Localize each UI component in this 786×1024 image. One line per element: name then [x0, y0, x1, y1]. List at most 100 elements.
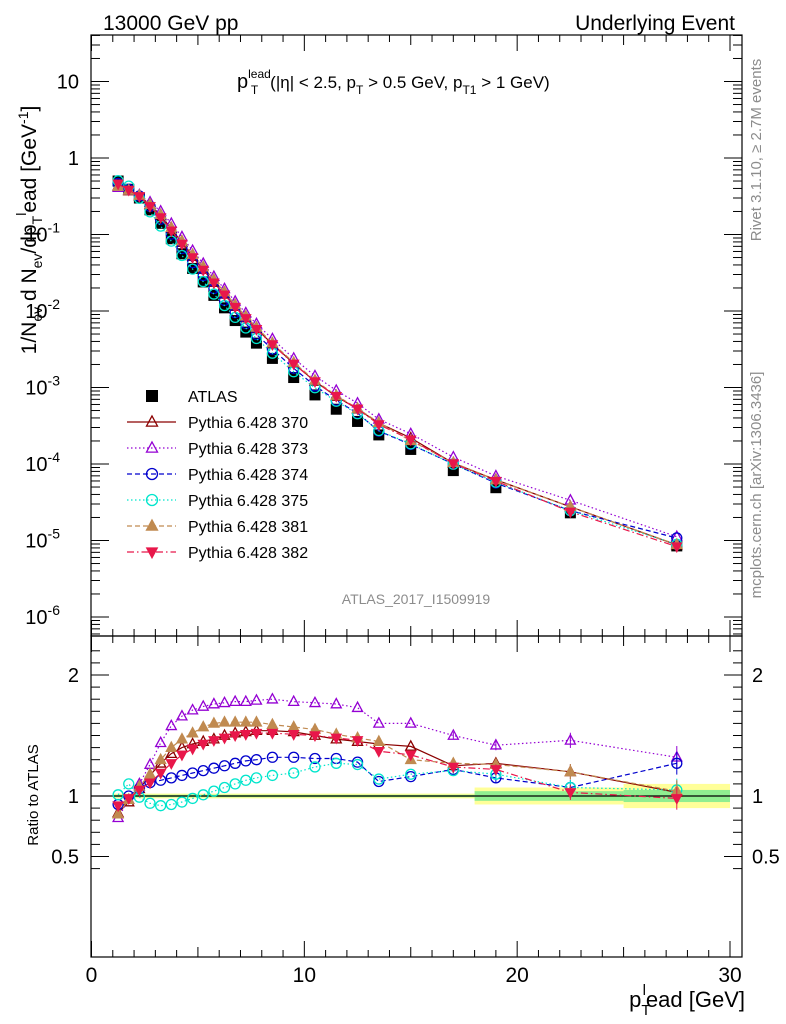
- ratio-point-6-11: [229, 731, 242, 743]
- ratio-point-2-10: [218, 695, 231, 708]
- x-axis-label: pTlead [GeV]: [629, 982, 745, 1019]
- ratio-point-6-21: [447, 762, 460, 774]
- point-6-20: [404, 435, 417, 447]
- main-title: plead T (|η| < 2.5, pT > 0.5 GeV, pT1 > 1 …: [237, 67, 550, 97]
- point-0-17: [330, 403, 342, 415]
- ratio-point-4-1: [123, 778, 135, 790]
- legend-entry-2: Pythia 6.428 373: [127, 440, 308, 458]
- ratio-point-2-13: [250, 693, 263, 705]
- point-0-15: [288, 372, 300, 384]
- ratio-point-2-4: [154, 735, 167, 748]
- header-left: 13000 GeV pp: [103, 12, 238, 35]
- ratio-point-6-9: [208, 736, 220, 747]
- ratio-point-4-6: [176, 796, 188, 808]
- ratio-point-2-14: [266, 692, 279, 704]
- point-6-21: [447, 459, 460, 470]
- point-6-0: [112, 179, 124, 191]
- point-0-16: [309, 389, 321, 401]
- ratio-point-6-19: [372, 746, 385, 758]
- point-6-16: [309, 377, 321, 388]
- point-6-13: [250, 324, 263, 336]
- legend-label-6: Pythia 6.428 382: [188, 545, 308, 562]
- ratio-point-6-2: [133, 785, 146, 797]
- point-6-24: [670, 542, 683, 554]
- ratio-point-6-13: [250, 728, 263, 740]
- ratio-y-tick-label-right: 2: [752, 665, 763, 687]
- ratio-point-4-8: [197, 789, 209, 801]
- ratio-point-5-0: [112, 807, 125, 819]
- ratio-point-4-17: [330, 757, 342, 769]
- ratio-point-4-7: [186, 792, 199, 805]
- ratio-point-6-1: [122, 794, 135, 805]
- ratio-point-6-12: [239, 730, 252, 741]
- ratio-point-3-12: [240, 755, 252, 767]
- ratio-point-4-10: [218, 781, 231, 794]
- ratio-point-6-14: [266, 728, 279, 740]
- ratio-y-tick-label: 2: [68, 665, 79, 687]
- point-0-12: [240, 326, 252, 338]
- ratio-point-5-13: [250, 715, 263, 727]
- series-line-1: [117, 185, 678, 546]
- series-6: [112, 179, 683, 813]
- legend-marker-0: [146, 390, 158, 402]
- point-0-11: [229, 315, 241, 327]
- y-tick-label: 10-3: [25, 373, 60, 400]
- legend-marker-6: [145, 547, 159, 560]
- point-6-5: [165, 226, 178, 238]
- ratio-point-2-5: [165, 718, 178, 731]
- ratio-point-2-6: [175, 709, 189, 721]
- point-6-3: [144, 202, 156, 213]
- ratio-point-4-0: [112, 789, 124, 801]
- ratio-point-3-7: [186, 767, 199, 779]
- legend-entry-6: Pythia 6.428 382: [127, 545, 308, 562]
- legend-marker-5: [145, 518, 159, 531]
- ratio-point-4-20: [405, 768, 417, 780]
- point-0-18: [352, 415, 364, 427]
- ratio-point-3-5: [165, 772, 177, 784]
- ratio-y-tick-label: 1: [68, 786, 79, 808]
- ratio-point-4-19: [373, 773, 385, 785]
- header-right: Underlying Event: [575, 12, 735, 35]
- ratio-point-1-5: [165, 746, 178, 759]
- y-tick-label: 10: [57, 72, 79, 94]
- ratio-point-6-15: [287, 730, 300, 741]
- ratio-point-6-3: [144, 778, 156, 790]
- point-4-7: [186, 263, 199, 275]
- ratio-point-2-19: [372, 716, 385, 728]
- legend-label-5: Pythia 6.428 381: [188, 519, 308, 536]
- ratio-point-3-8: [197, 764, 209, 777]
- ratio-point-4-15: [288, 767, 300, 779]
- ratio-point-5-14: [266, 717, 279, 730]
- x-tick-label: 0: [86, 964, 98, 987]
- point-0-10: [219, 302, 231, 314]
- ratio-point-5-3: [143, 767, 157, 779]
- ratio-point-2-12: [239, 694, 252, 707]
- y-tick-label: 10-5: [25, 526, 60, 553]
- ratio-point-5-4: [154, 752, 167, 765]
- y-tick-label: 10-4: [25, 449, 60, 476]
- legend-label-1: Pythia 6.428 370: [188, 415, 308, 432]
- ratio-point-6-7: [186, 744, 199, 756]
- ratio-point-3-11: [229, 757, 241, 769]
- y-tick-label: 10-2: [25, 296, 60, 323]
- ratio-point-4-18: [351, 758, 364, 771]
- point-6-2: [133, 192, 146, 203]
- legend-entry-0: ATLAS: [146, 389, 238, 406]
- series-line-5: [117, 185, 678, 546]
- y-tick-label: 10-6: [25, 602, 60, 629]
- legend-entry-3: Pythia 6.428 374: [127, 467, 308, 484]
- ratio-point-5-7: [186, 726, 199, 738]
- point-6-1: [122, 185, 135, 197]
- y-tick-label: 10-1: [25, 220, 60, 247]
- ratio-point-5-5: [165, 740, 178, 752]
- point-6-7: [186, 253, 199, 265]
- ratio-y-tick-label-right: 1: [752, 786, 763, 808]
- point-6-15: [287, 359, 300, 371]
- point-6-23: [564, 507, 577, 519]
- ratio-point-3-10: [218, 760, 231, 772]
- point-0-21: [447, 465, 459, 477]
- series-line-2: [117, 187, 677, 538]
- ratio-point-2-9: [207, 697, 220, 709]
- point-6-6: [176, 239, 188, 251]
- legend-entry-5: Pythia 6.428 381: [127, 518, 308, 536]
